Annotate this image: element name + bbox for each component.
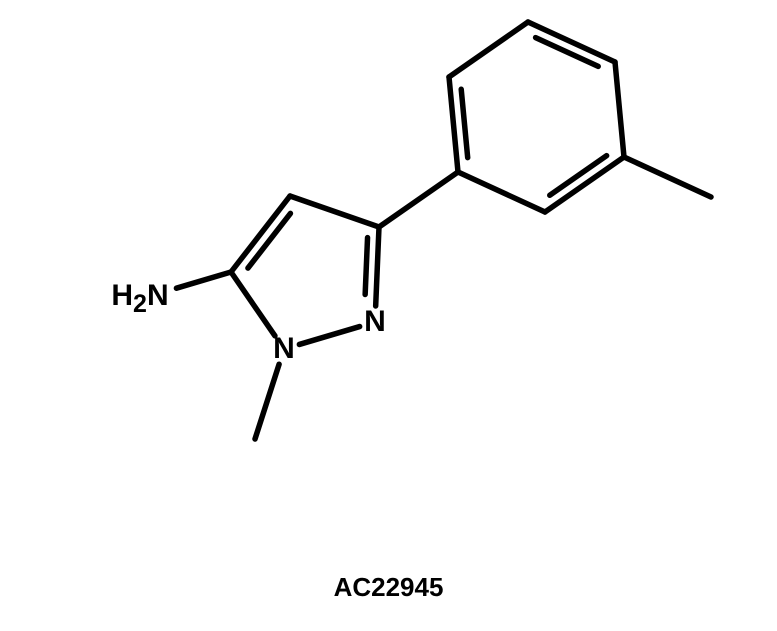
atom-label-n1: N bbox=[273, 332, 295, 366]
structure-canvas: H2N N N AC22945 bbox=[0, 0, 777, 631]
compound-caption: AC22945 bbox=[334, 572, 444, 603]
atom-label-n2: N bbox=[364, 305, 386, 339]
atom-label-nh2: H2N bbox=[111, 279, 168, 319]
